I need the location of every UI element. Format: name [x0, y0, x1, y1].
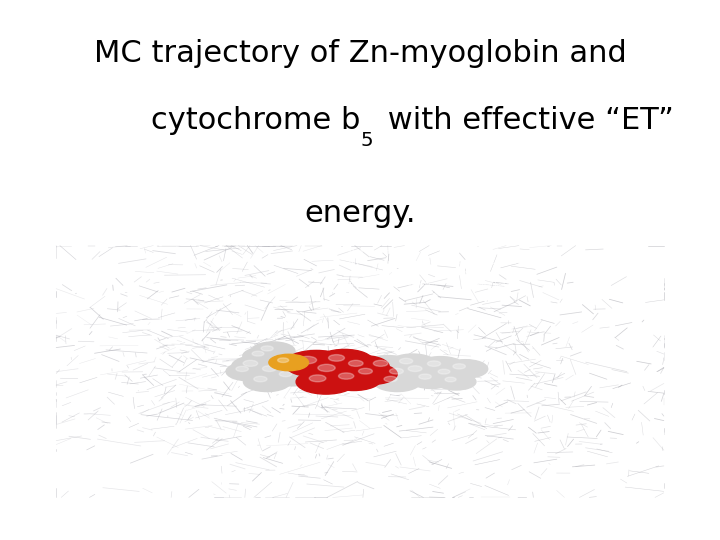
- Circle shape: [379, 364, 428, 384]
- Text: energy.: energy.: [305, 199, 415, 228]
- Circle shape: [337, 355, 389, 377]
- Circle shape: [429, 366, 471, 383]
- Circle shape: [296, 369, 356, 394]
- Text: 5: 5: [360, 131, 373, 150]
- Text: cytochrome b: cytochrome b: [150, 106, 360, 135]
- Text: with effective “ET”: with effective “ET”: [378, 106, 674, 135]
- Circle shape: [316, 349, 373, 373]
- Circle shape: [251, 342, 295, 360]
- Text: intermolecular energy =      1.133249 kcal/mol: intermolecular energy = 1.133249 kcal/mo…: [348, 260, 520, 265]
- Circle shape: [252, 351, 264, 356]
- Circle shape: [409, 370, 454, 388]
- Text: Total effective energy =      7.848823 kcal/mol: Total effective energy = 7.848823 kcal/m…: [348, 282, 524, 287]
- Circle shape: [309, 375, 326, 382]
- Circle shape: [299, 356, 317, 364]
- Circle shape: [445, 377, 456, 382]
- Circle shape: [428, 361, 441, 366]
- Circle shape: [438, 369, 450, 374]
- Circle shape: [318, 364, 336, 372]
- Circle shape: [328, 355, 344, 361]
- Text: atom number: 1: atom number: 1: [348, 249, 400, 254]
- Circle shape: [269, 354, 309, 371]
- Circle shape: [348, 360, 363, 366]
- Circle shape: [419, 374, 431, 379]
- Circle shape: [436, 374, 476, 390]
- Text: MC trajectory of Zn-myoglobin and: MC trajectory of Zn-myoglobin and: [94, 39, 626, 68]
- Circle shape: [243, 347, 285, 365]
- Circle shape: [374, 372, 420, 391]
- Circle shape: [397, 361, 447, 382]
- Circle shape: [443, 360, 487, 378]
- Circle shape: [348, 364, 397, 384]
- Circle shape: [272, 356, 286, 361]
- Circle shape: [226, 362, 271, 381]
- Circle shape: [278, 358, 289, 362]
- Circle shape: [359, 368, 372, 374]
- Circle shape: [284, 350, 349, 377]
- Circle shape: [236, 366, 248, 372]
- Circle shape: [408, 366, 422, 372]
- Circle shape: [327, 368, 381, 390]
- Circle shape: [338, 373, 354, 379]
- Circle shape: [251, 361, 301, 382]
- Circle shape: [279, 372, 292, 376]
- Circle shape: [254, 376, 267, 382]
- Circle shape: [269, 367, 314, 386]
- Circle shape: [262, 352, 309, 371]
- Circle shape: [304, 359, 366, 384]
- Circle shape: [261, 346, 273, 351]
- Text: ET effective energy =   -11.137073 kcal/mol: ET effective energy = -11.137073 kcal/mo…: [348, 271, 509, 276]
- Circle shape: [390, 368, 403, 374]
- Circle shape: [384, 376, 397, 382]
- Circle shape: [243, 360, 258, 366]
- Circle shape: [243, 372, 291, 391]
- Circle shape: [400, 359, 413, 364]
- Circle shape: [417, 356, 464, 376]
- Circle shape: [373, 360, 388, 366]
- Circle shape: [389, 354, 436, 374]
- Circle shape: [232, 355, 284, 377]
- Circle shape: [262, 366, 276, 372]
- Circle shape: [453, 364, 465, 369]
- Circle shape: [362, 355, 414, 377]
